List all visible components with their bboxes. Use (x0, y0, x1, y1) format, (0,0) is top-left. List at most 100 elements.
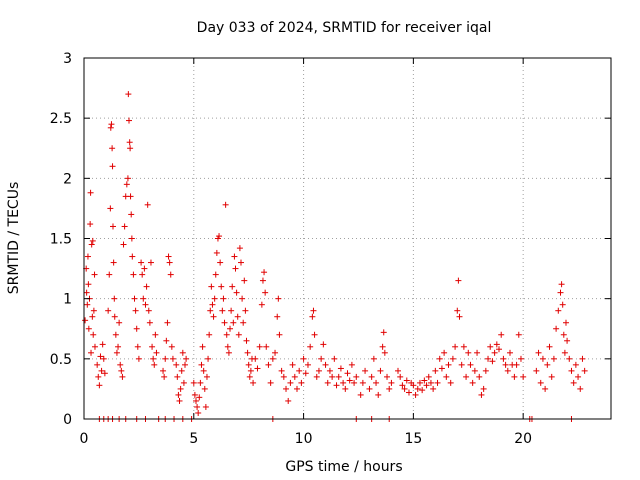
data-point (235, 331, 242, 338)
data-point (107, 205, 114, 212)
data-point (456, 313, 463, 320)
data-point (250, 379, 257, 386)
data-point (212, 271, 219, 278)
data-point (150, 355, 157, 362)
data-point (370, 355, 377, 362)
data-point (403, 377, 410, 384)
data-point (166, 259, 173, 266)
data-point (559, 301, 566, 308)
data-point (359, 379, 366, 386)
data-point (346, 377, 353, 384)
data-point (209, 301, 216, 308)
data-point (275, 295, 282, 302)
data-point (293, 385, 300, 392)
data-point (515, 331, 522, 338)
data-point (85, 325, 92, 332)
data-point (386, 385, 393, 392)
data-point (262, 289, 269, 296)
data-point (183, 355, 190, 362)
data-point (487, 343, 494, 350)
data-point (280, 373, 287, 380)
data-point (153, 349, 160, 356)
data-point (283, 385, 290, 392)
data-point (190, 379, 197, 386)
data-point (162, 355, 169, 362)
y-tick-label: 0 (63, 412, 72, 428)
data-point (506, 349, 513, 356)
data-point (238, 259, 245, 266)
data-point (213, 249, 220, 256)
data-point (222, 201, 229, 208)
data-point (127, 193, 134, 200)
data-point (388, 379, 395, 386)
x-tick-label: 5 (189, 431, 198, 447)
x-tick-label: 0 (80, 431, 89, 447)
data-point (337, 365, 344, 372)
data-point (310, 307, 317, 314)
data-point (88, 241, 95, 248)
data-point (562, 319, 569, 326)
data-point (419, 387, 426, 394)
data-point (285, 397, 292, 404)
data-point (520, 373, 527, 380)
x-axis-label: GPS time / hours (285, 459, 402, 475)
data-point (175, 391, 182, 398)
data-point (318, 355, 325, 362)
data-point (132, 307, 139, 314)
data-point (91, 271, 98, 278)
data-point (142, 301, 149, 308)
data-point (240, 319, 247, 326)
data-point (485, 355, 492, 362)
grid-lines (84, 58, 611, 419)
data-point (83, 289, 90, 296)
data-point (178, 367, 185, 374)
data-point (191, 391, 198, 398)
data-point (405, 389, 412, 396)
data-point (141, 265, 148, 272)
data-point (298, 379, 305, 386)
data-point (111, 313, 118, 320)
data-point (195, 409, 202, 416)
data-point (234, 313, 241, 320)
data-point (233, 289, 240, 296)
data-point (410, 382, 417, 389)
data-point (167, 271, 174, 278)
data-point (430, 385, 437, 392)
data-point (412, 391, 419, 398)
data-point (568, 367, 575, 374)
data-point (471, 367, 478, 374)
data-point (135, 355, 142, 362)
data-point (219, 307, 226, 314)
data-point (353, 373, 360, 380)
data-point (225, 349, 232, 356)
data-point (324, 379, 331, 386)
data-point (84, 253, 91, 260)
data-point (126, 139, 133, 146)
data-point (100, 355, 107, 362)
data-point (110, 259, 117, 266)
data-point (239, 295, 246, 302)
data-point (208, 283, 215, 290)
data-point (300, 355, 307, 362)
data-point (344, 370, 351, 377)
data-point (460, 343, 467, 350)
data-point (138, 259, 145, 266)
data-point (296, 367, 303, 374)
data-point (381, 349, 388, 356)
y-tick-label: 2 (63, 171, 72, 187)
data-point (469, 379, 476, 386)
data-point (223, 331, 230, 338)
data-point (221, 319, 228, 326)
data-point (147, 259, 154, 266)
data-point (368, 373, 375, 380)
data-point (434, 379, 441, 386)
data-point (199, 343, 206, 350)
data-point (517, 355, 524, 362)
data-point (535, 349, 542, 356)
y-tick-labels: 0 0.5 1 1.5 2 2.5 3 (50, 51, 72, 428)
data-point (447, 379, 454, 386)
data-point (265, 361, 272, 368)
data-point (85, 281, 92, 288)
data-point (116, 319, 123, 326)
